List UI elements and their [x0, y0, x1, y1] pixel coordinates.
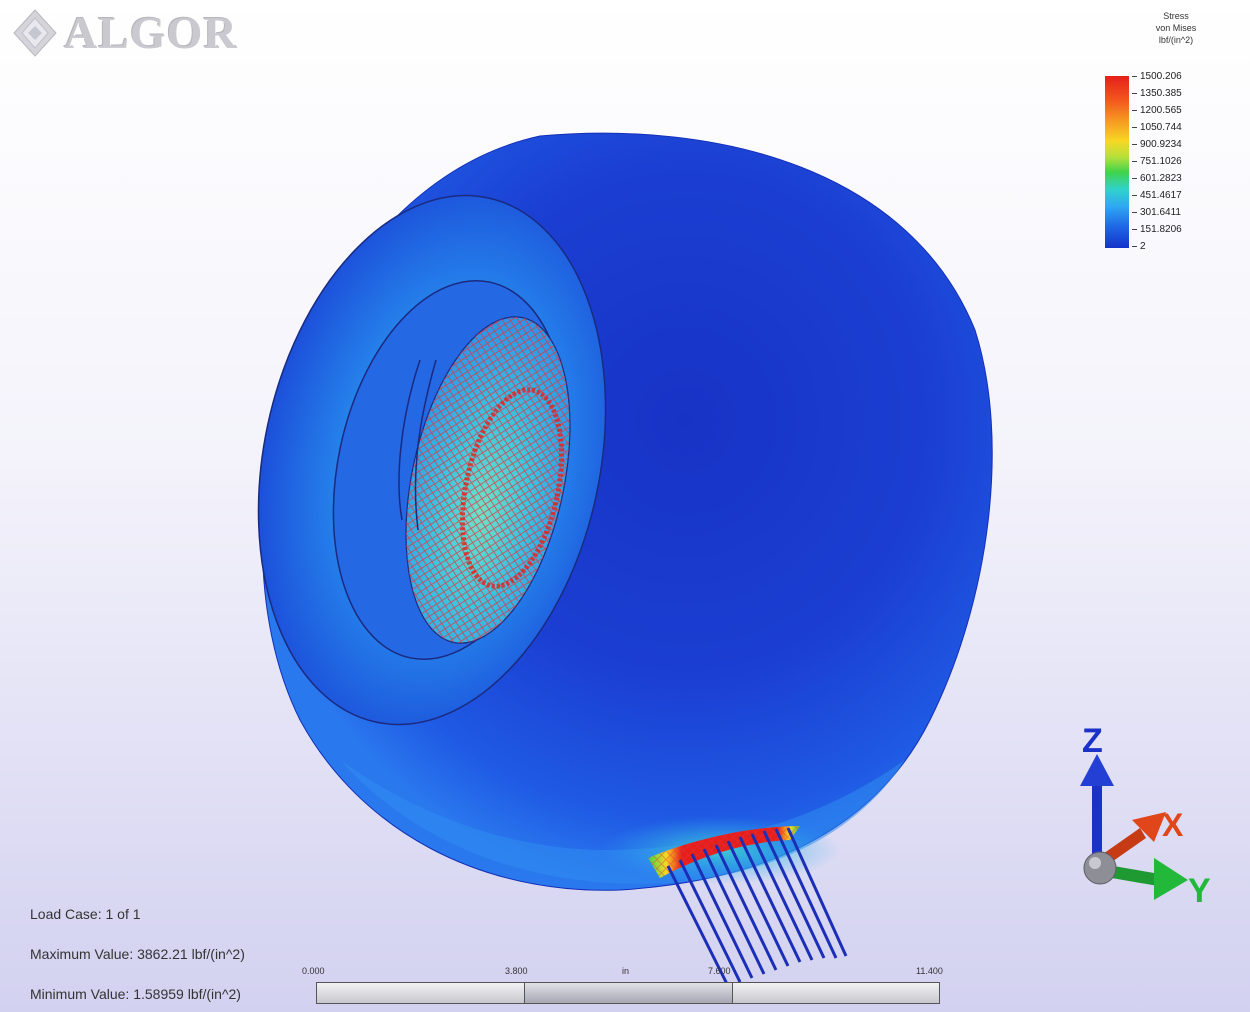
legend-tick: 151.8206: [1132, 225, 1182, 235]
load-case-label: Load Case: 1 of 1: [30, 906, 141, 922]
legend-title-line: lbf/(in^2): [1158, 35, 1194, 45]
legend-title-line: Stress: [1163, 11, 1189, 21]
scale-unit: in: [622, 966, 630, 976]
inner-load-zone: [459, 387, 565, 589]
legend-tick: 601.2823: [1132, 174, 1182, 184]
maximum-value-label: Maximum Value: 3862.21 lbf/(in^2): [30, 946, 245, 962]
cavity-arc: [414, 359, 437, 531]
x-axis-label: X: [1162, 807, 1184, 843]
y-axis-label: Y: [1188, 872, 1211, 910]
legend-tick: 451.4617: [1132, 191, 1182, 201]
legend-tick: 301.6411: [1132, 208, 1181, 218]
scale-bar: [316, 982, 940, 1004]
cavity-arc: [398, 359, 421, 521]
legend-colorbar: [1105, 76, 1129, 248]
legend-tick: 1500.206: [1132, 72, 1182, 82]
axis-triad[interactable]: Z X Y: [1070, 724, 1220, 914]
legend-title: Stress von Mises lbf/(in^2): [1126, 10, 1226, 46]
triad-origin: [1083, 851, 1117, 885]
legend-tick: 751.1026: [1132, 157, 1182, 167]
scale-segment: [733, 983, 939, 1003]
scale-label: 7.600: [708, 966, 731, 976]
legend-tick: 1050.744: [1132, 123, 1182, 133]
scale-label: 11.400: [916, 966, 943, 976]
triad-origin-highlight: [1089, 857, 1101, 869]
legend-tick: 900.9234: [1132, 140, 1182, 150]
scale-segment: [317, 983, 525, 1003]
algor-logo: ALGOR: [12, 6, 238, 59]
legend-tick: 1200.565: [1132, 106, 1182, 116]
scale-label: 0.000: [302, 966, 325, 976]
hotspot-mesh: [648, 826, 800, 878]
brand-name: ALGOR: [64, 7, 238, 58]
legend-title-line: von Mises: [1155, 23, 1197, 33]
load-arrows: [666, 827, 848, 987]
scale-label: 3.800: [505, 966, 528, 976]
scale-segment: [525, 983, 733, 1003]
algor-diamond-icon: [13, 8, 57, 57]
legend-tick: 2: [1132, 242, 1146, 252]
z-axis-label: Z: [1082, 724, 1103, 760]
legend-tick: 1350.385: [1132, 89, 1182, 99]
minimum-value-label: Minimum Value: 1.58959 lbf/(in^2): [30, 986, 241, 1002]
z-axis-arrow: [1080, 754, 1114, 854]
